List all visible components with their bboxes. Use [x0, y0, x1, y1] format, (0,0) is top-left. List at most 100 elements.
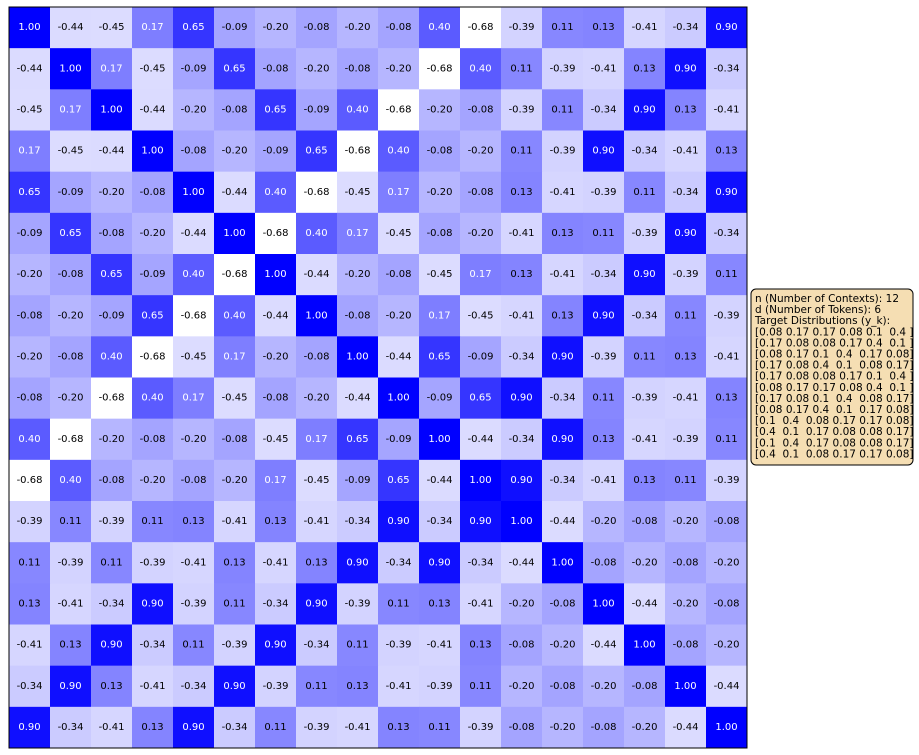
heatmap-cell: [624, 542, 666, 584]
heatmap-cell: [9, 624, 51, 666]
heatmap-cell: [501, 212, 543, 255]
cell-label: -0.34: [222, 722, 248, 733]
cell-label: -0.45: [222, 393, 248, 404]
heatmap-cell: [9, 48, 51, 90]
heatmap-cell: [624, 377, 666, 419]
heatmap-cell: [542, 624, 584, 666]
cell-label: -0.34: [345, 516, 371, 527]
heatmap-cell: [419, 624, 461, 666]
cell-label: -0.09: [304, 104, 330, 115]
heatmap-cell: [460, 624, 502, 666]
heatmap-cell: [9, 7, 51, 49]
cell-label: -0.68: [58, 434, 84, 445]
cell-label: -0.39: [99, 516, 125, 527]
cell-label: -0.08: [58, 269, 84, 280]
cell-label: -0.08: [673, 557, 699, 568]
heatmap-cell: [214, 583, 256, 625]
cell-label: -0.20: [386, 63, 412, 74]
heatmap-cell: [624, 624, 666, 666]
heatmap-cell: [296, 542, 338, 584]
cell-label: -0.45: [386, 228, 412, 239]
heatmap-cell: [501, 706, 543, 749]
heatmap-cell: [378, 212, 420, 255]
cell-label: 1.00: [59, 63, 81, 74]
cell-label: -0.41: [427, 640, 453, 651]
cell-label: -0.20: [17, 351, 43, 362]
cell-label: 0.13: [346, 681, 368, 692]
heatmap-cell: [460, 583, 502, 625]
cell-label: 1.00: [141, 146, 163, 157]
heatmap-cell: [665, 542, 707, 584]
cell-label: -0.39: [632, 228, 658, 239]
heatmap-cell: [9, 295, 51, 337]
cell-label: 0.40: [141, 393, 163, 404]
cell-label: -0.41: [632, 22, 658, 33]
cell-label: -0.20: [99, 187, 125, 198]
heatmap-cell: [132, 624, 174, 666]
cell-label: 0.65: [18, 187, 40, 198]
cell-label: -0.08: [427, 146, 453, 157]
heatmap-cell: [706, 7, 748, 49]
heatmap-cell: [624, 295, 666, 337]
cell-label: 0.90: [59, 681, 81, 692]
annotation-line: [0.08 0.17 0.4 0.1 0.17 0.08]: [755, 404, 913, 416]
heatmap-cell: [255, 624, 297, 666]
cell-label: 0.40: [223, 310, 245, 321]
heatmap-cell: [501, 418, 543, 461]
heatmap-cell: [583, 459, 625, 502]
cell-label: -0.08: [263, 393, 289, 404]
cell-label: -0.45: [304, 475, 330, 486]
heatmap-cell: [583, 254, 625, 296]
heatmap-cell: [501, 624, 543, 666]
cell-label: -0.09: [427, 393, 453, 404]
cell-label: 0.11: [346, 640, 368, 651]
heatmap-cell: [91, 418, 133, 461]
cell-label: -0.44: [304, 269, 330, 280]
cell-label: -0.08: [550, 681, 576, 692]
cell-label: 1.00: [592, 598, 614, 609]
heatmap-cell: [255, 706, 297, 749]
cell-label: 0.90: [100, 640, 122, 651]
heatmap-cell: [542, 706, 584, 749]
cell-label: -0.20: [427, 187, 453, 198]
cell-label: -0.20: [263, 351, 289, 362]
heatmap-cell: [9, 212, 51, 255]
cell-label: -0.08: [386, 269, 412, 280]
cell-label: -0.08: [17, 310, 43, 321]
cell-label: -0.09: [468, 351, 494, 362]
heatmap-cell: [173, 254, 215, 296]
cell-label: 0.90: [592, 310, 614, 321]
cell-label: -0.41: [58, 598, 84, 609]
cell-label: -0.20: [181, 104, 207, 115]
heatmap-cell: [583, 706, 625, 749]
annotation-line: [0.17 0.08 0.4 0.1 0.08 0.17]: [755, 360, 913, 372]
cell-label: -0.39: [509, 104, 535, 115]
heatmap-cell: [91, 336, 133, 378]
heatmap-cell: [624, 583, 666, 625]
cell-label: 0.90: [182, 722, 204, 733]
cell-label: -0.41: [714, 351, 740, 362]
cell-label: -0.44: [550, 516, 576, 527]
cell-label: -0.20: [222, 146, 248, 157]
cell-label: 0.40: [469, 63, 491, 74]
cell-label: 0.17: [469, 269, 491, 280]
heatmap-cell: [173, 48, 215, 90]
heatmap-cell: [255, 254, 297, 296]
heatmap-cell: [624, 212, 666, 255]
cell-label: 0.17: [100, 63, 122, 74]
cell-label: -0.08: [58, 351, 84, 362]
heatmap-cell: [583, 7, 625, 49]
cell-label: -0.68: [386, 104, 412, 115]
cell-label: -0.08: [304, 351, 330, 362]
heatmap-cell: [542, 665, 584, 708]
heatmap-cell: [419, 542, 461, 584]
annotation-line: [0.1 0.4 0.08 0.17 0.17 0.08]: [755, 415, 913, 427]
cell-label: -0.34: [181, 681, 207, 692]
cell-label: 1.00: [18, 22, 40, 33]
cell-label: -0.41: [509, 228, 535, 239]
heatmap-cell: [255, 418, 297, 461]
cell-label: -0.44: [673, 722, 699, 733]
cell-label: -0.41: [140, 681, 166, 692]
heatmap-cell: [460, 7, 502, 49]
heatmap-cell: [501, 459, 543, 502]
